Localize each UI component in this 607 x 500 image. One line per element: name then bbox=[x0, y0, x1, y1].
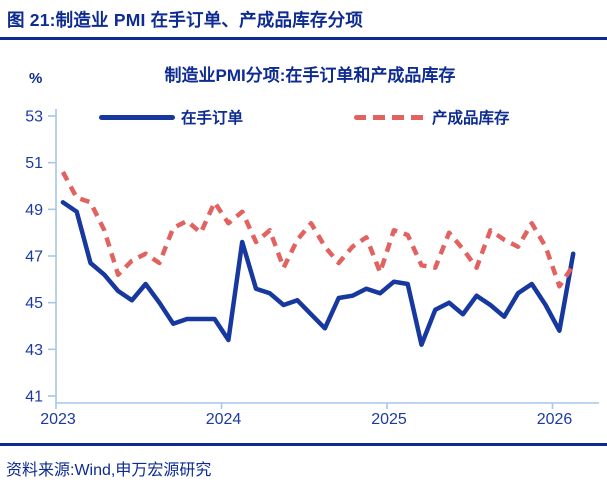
y-tick-label: 47 bbox=[25, 249, 43, 266]
header-divider bbox=[0, 37, 607, 40]
x-tick-label: 2025 bbox=[371, 411, 407, 428]
source-note: 资料来源:Wind,申万宏源研究 bbox=[6, 462, 212, 479]
footer-divider bbox=[0, 443, 607, 446]
y-tick-label: 51 bbox=[25, 155, 43, 172]
x-tick-label: 2026 bbox=[537, 411, 573, 428]
figure-title: 图 21:制造业 PMI 在手订单、产成品库存分项 bbox=[7, 10, 363, 30]
legend-label-finished-goods-inventory: 产成品库存 bbox=[432, 110, 510, 127]
y-tick-label: 45 bbox=[25, 295, 43, 312]
y-tick-label: 43 bbox=[25, 342, 43, 359]
y-tick-label: 41 bbox=[25, 389, 43, 406]
finished-goods-inventory-line bbox=[60, 170, 576, 289]
legend-item-finished-goods-inventory: 产成品库存 bbox=[354, 106, 510, 128]
y-tick-label: 53 bbox=[25, 109, 43, 126]
backlog-orders-line bbox=[60, 200, 576, 347]
legend-item-backlog-orders: 在手订单 bbox=[99, 106, 243, 128]
y-tick-label: 49 bbox=[25, 202, 43, 219]
legend-swatch-dashed-red bbox=[354, 114, 426, 120]
legend-label-backlog-orders: 在手订单 bbox=[181, 110, 244, 127]
y-axis-unit-label: % bbox=[29, 70, 43, 87]
legend-swatch-solid-blue bbox=[99, 114, 175, 120]
x-tick-label: 2024 bbox=[206, 411, 242, 428]
chart-title: 制造业PMI分项:在手订单和产成品库存 bbox=[164, 66, 456, 85]
x-tick-label: 2023 bbox=[40, 411, 76, 428]
